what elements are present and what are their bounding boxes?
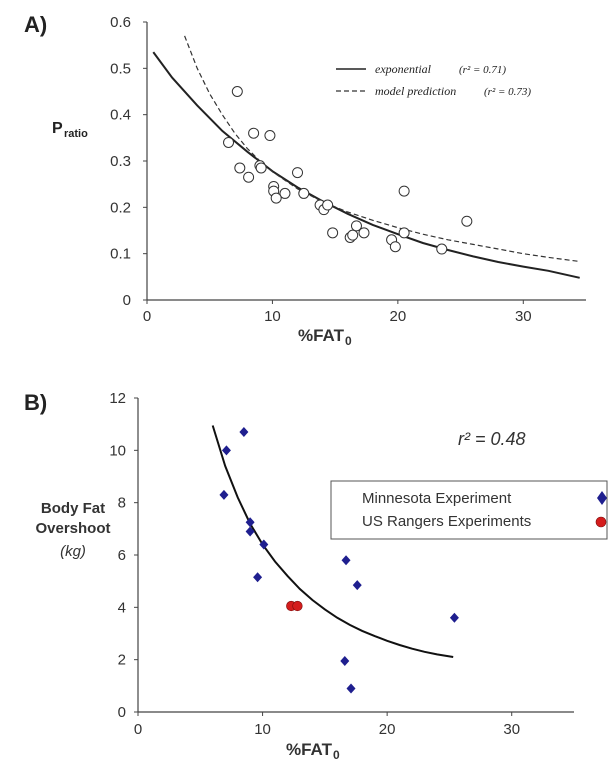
panel-b-minnesota-point (449, 612, 459, 623)
panel-b-y-tick-label: 4 (118, 599, 126, 616)
panel-b-legend: Minnesota Experiment US Rangers Experime… (330, 480, 608, 540)
panel-b-y-tick-label: 10 (109, 442, 126, 459)
panel-b-x-tick-label: 20 (379, 721, 396, 738)
panel-a-data-point (298, 187, 310, 199)
panel-a-points (223, 86, 473, 255)
panel-a-data-point (350, 220, 362, 232)
panel-a-data-point (358, 227, 370, 239)
panel-b-minnesota-point (245, 526, 255, 537)
panel-a-data-point (279, 187, 291, 199)
panel-b-minnesota-point (245, 517, 255, 528)
panel-a-exponential-line (152, 51, 580, 279)
panel-a-y-tick-label: 0.1 (110, 246, 131, 263)
panel-a-data-point (347, 229, 359, 241)
panel-b-y-title-line-2: Overshoot (35, 520, 110, 537)
panel-b-y-tick-label: 0 (118, 704, 126, 721)
panel-b-x-title: %FAT 0 (286, 740, 340, 762)
panel-b-y-tick-label: 8 (118, 495, 126, 512)
panel-b-minnesota-point (346, 683, 356, 694)
panel-a-y-tick-label: 0.5 (110, 60, 131, 77)
panel-b-y-tick-label: 12 (109, 390, 126, 407)
panel-b-fit-line (211, 425, 454, 658)
panel-a-data-point (461, 215, 473, 227)
panel-a-y-ticks: 0 0.1 0.2 0.3 0.4 0.5 0.6 (110, 14, 147, 309)
panel-a-data-point (243, 171, 255, 183)
panel-a-y-title: P ratio (52, 120, 88, 140)
legend-b-minnesota-label: Minnesota Experiment (362, 490, 512, 507)
panel-a-data-point (436, 243, 448, 255)
panel-b-x-title-main: %FAT (286, 740, 333, 759)
panel-a-x-tick-label: 30 (515, 308, 532, 325)
panel-b-x-title-sub: 0 (333, 748, 340, 762)
panel-a-data-point (270, 192, 282, 204)
panel-a-y-tick-label: 0.2 (110, 199, 131, 216)
panel-b-minnesota-point (253, 572, 263, 583)
panel-b-legend-box (330, 480, 608, 540)
panel-a-data-point (398, 227, 410, 239)
panel-b-minnesota-point (352, 580, 362, 591)
legend-a-exponential-r2: (r² = 0.71) (459, 64, 506, 76)
panel-a-y-title-main: P (52, 120, 63, 137)
panel-a-data-point (327, 227, 339, 239)
panel-b-minnesota-point (239, 427, 249, 438)
panel-a-legend: exponential (r² = 0.71) model prediction… (336, 62, 531, 98)
panel-b-minnesota-point (259, 539, 269, 550)
panel-b-x-tick-label: 0 (134, 721, 142, 738)
panel-a-y-tick-label: 0 (123, 292, 131, 309)
panel-a-x-title-sub: 0 (345, 334, 352, 348)
panel-a-y-title-sub: ratio (64, 128, 88, 140)
panel-b-y-tick-label: 6 (118, 547, 126, 564)
legend-a-model-r2: (r² = 0.73) (484, 86, 531, 98)
legend-b-diamond-marker (597, 491, 607, 505)
panel-a-x-tick-label: 20 (390, 308, 407, 325)
panel-a-x-ticks: 0 10 20 30 (143, 300, 532, 325)
panel-b-y-title-line-1: Body Fat (41, 500, 105, 517)
panel-a-data-point (231, 86, 243, 97)
panel-b-y-title: Body Fat Overshoot (kg) (35, 500, 110, 560)
panel-a-y-tick-label: 0.3 (110, 153, 131, 170)
panel-a-data-point (389, 241, 401, 253)
panel-a-data-point (234, 162, 246, 174)
panel-a-label: A) (24, 12, 47, 37)
panel-a-x-title: %FAT 0 (298, 326, 352, 348)
panel-a-y-tick-label: 0.6 (110, 14, 131, 31)
legend-b-rangers-label: US Rangers Experiments (362, 513, 531, 530)
panel-a-x-tick-label: 10 (264, 308, 281, 325)
panel-b-label: B) (24, 390, 47, 415)
panel-b-minnesota-point (341, 555, 351, 566)
legend-a-exponential-label: exponential (375, 62, 432, 76)
panel-b-y-unit: (kg) (60, 543, 86, 560)
panel-a-data-point (255, 162, 267, 174)
panel-a-data-point (223, 136, 235, 148)
panel-a-data-point (398, 185, 410, 197)
panel-b-x-tick-label: 10 (254, 721, 271, 738)
panel-a-data-point (322, 199, 334, 211)
panel-b-x-ticks: 0 10 20 30 (134, 712, 520, 738)
panel-a-x-title-main: %FAT (298, 326, 345, 345)
panel-a-y-tick-label: 0.4 (110, 107, 131, 124)
panel-b-points (219, 427, 459, 694)
panel-b-fit-curve (211, 425, 454, 658)
panel-b-y-ticks: 0 2 4 6 8 10 12 (109, 390, 138, 721)
panel-b-r2-annotation: r² = 0.48 (458, 429, 526, 449)
panel-a-data-point (292, 167, 304, 179)
panel-a-x-tick-label: 0 (143, 308, 151, 325)
panel-b: B) Body Fat Overshoot (kg) 0 2 4 6 8 10 12 0 10… (24, 390, 608, 762)
panel-a-model-prediction-line (184, 35, 580, 263)
panel-a-fit-lines (152, 35, 580, 279)
panel-b-minnesota-point (340, 655, 350, 666)
panel-b-x-tick-label: 30 (503, 721, 520, 738)
panel-b-y-tick-label: 2 (118, 652, 126, 669)
panel-b-rangers-point (292, 600, 303, 612)
legend-a-model-label: model prediction (375, 84, 456, 98)
panel-b-minnesota-point (221, 445, 231, 456)
legend-b-circle-marker (595, 516, 607, 528)
panel-a-data-point (248, 127, 260, 139)
panel-a: A) P ratio 0 0.1 0.2 0.3 0.4 0.5 0.6 0 10 20 30 %… (24, 12, 586, 348)
panel-a-data-point (264, 130, 276, 142)
panel-b-minnesota-point (219, 489, 229, 500)
